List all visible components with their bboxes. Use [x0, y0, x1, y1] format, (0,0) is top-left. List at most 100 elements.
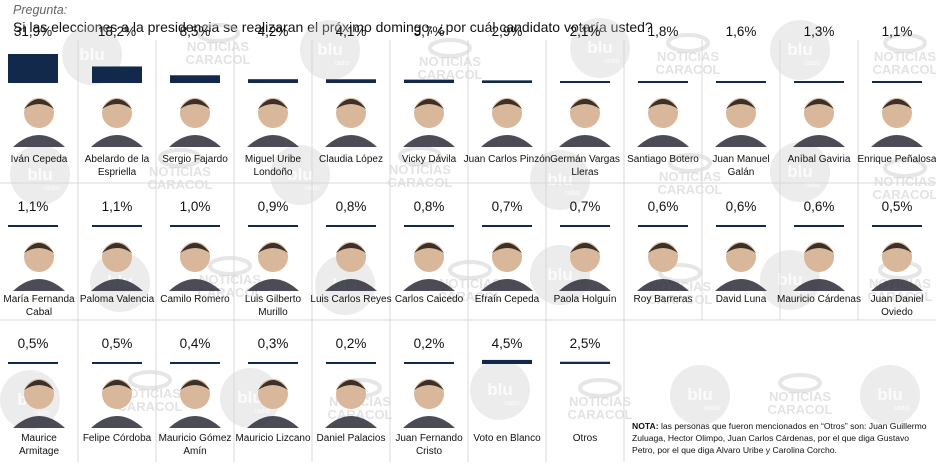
candidate-photo-hair	[414, 380, 444, 390]
blu-watermark-subtext: radio	[504, 400, 520, 407]
candidate-photo-hair	[414, 243, 444, 253]
tick-label: Paola Holguín	[554, 294, 617, 305]
candidate-photo-body	[169, 416, 221, 428]
tick-label: Maurice	[21, 433, 57, 444]
bar	[716, 225, 766, 227]
bar	[872, 81, 922, 83]
candidate-photo	[726, 242, 756, 272]
blu-radio-watermark	[770, 20, 830, 80]
bar	[872, 225, 922, 227]
data-label: 1,8%	[648, 24, 679, 39]
tick-label: Roy Barreras	[634, 294, 693, 305]
candidate-photo-body	[637, 135, 689, 147]
blu-watermark-text: blu	[487, 380, 513, 399]
data-label: 0,5%	[882, 199, 913, 214]
candidate-photo-body	[793, 135, 845, 147]
candidate-photo-body	[13, 135, 65, 147]
candidate-photo-hair	[102, 380, 132, 390]
caracol-watermark-text: CARACOL	[873, 62, 936, 77]
bar	[794, 81, 844, 83]
bar	[8, 225, 58, 227]
candidate-photo-body	[91, 416, 143, 428]
tick-label: Armitage	[19, 446, 59, 457]
caracol-watermark-icon	[128, 370, 172, 390]
tick-label: Mauricio Lizcano	[235, 433, 310, 444]
bar	[248, 79, 298, 83]
tick-label: Carlos Caicedo	[395, 294, 464, 305]
data-label: 0,4%	[180, 336, 211, 351]
candidate-photo-body	[403, 416, 455, 428]
candidate-photo	[726, 98, 756, 128]
candidate-photo-hair	[24, 99, 54, 109]
data-label: 1,1%	[102, 199, 133, 214]
caracol-watermark-text: CARACOL	[148, 177, 213, 192]
data-label: 2,5%	[570, 336, 601, 351]
candidate-photo	[804, 98, 834, 128]
candidate-photo	[258, 379, 288, 409]
caracol-watermark-icon	[778, 373, 822, 393]
caracol-watermark-text: CARACOL	[868, 289, 933, 304]
note-label: NOTA:	[632, 421, 659, 431]
bar	[404, 79, 454, 83]
candidate-photo	[180, 242, 210, 272]
caracol-watermark-text: NOTICIAS	[769, 389, 831, 404]
candidate-photo-body	[871, 279, 923, 291]
data-label: 31,9%	[14, 24, 52, 39]
candidate-photo	[336, 242, 366, 272]
data-label: 0,6%	[648, 199, 679, 214]
candidate-photo	[414, 379, 444, 409]
data-label: 2,1%	[570, 24, 601, 39]
candidate-photo	[570, 98, 600, 128]
candidate-photo-hair	[24, 380, 54, 390]
candidate-photo-body	[559, 135, 611, 147]
candidate-photo-hair	[258, 380, 288, 390]
candidate-photo-hair	[336, 380, 366, 390]
tick-label: Otros	[573, 433, 597, 444]
caracol-watermark-icon	[883, 33, 927, 53]
tick-label: Efraín Cepeda	[475, 294, 540, 305]
bar	[482, 359, 532, 364]
caracol-watermark-text: CARACOL	[118, 399, 183, 414]
blu-watermark-subtext: radio	[604, 58, 620, 65]
blu-watermark-text: blu	[27, 165, 53, 184]
candidate-photo-body	[559, 279, 611, 291]
blu-watermark-subtext: radio	[254, 408, 270, 415]
bar	[404, 225, 454, 227]
blu-watermark-subtext: radio	[44, 185, 60, 192]
caracol-watermark-icon	[666, 33, 710, 53]
candidate-photo-body	[13, 279, 65, 291]
bar	[170, 362, 220, 364]
candidate-photo-hair	[102, 243, 132, 253]
candidate-photo	[882, 242, 912, 272]
tick-label: Mauricio Cárdenas	[777, 294, 861, 305]
tick-label: Camilo Romero	[160, 294, 230, 305]
caracol-watermark-text: CARACOL	[658, 182, 723, 197]
candidate-photo	[804, 242, 834, 272]
caracol-watermark-text: CARACOL	[186, 52, 251, 67]
bar	[560, 225, 610, 227]
tick-label: Abelardo de la	[85, 154, 150, 165]
data-label: 0,7%	[492, 199, 523, 214]
blu-watermark-subtext: radio	[794, 290, 810, 297]
tick-label: Amín	[183, 446, 206, 457]
candidate-photo	[648, 98, 678, 128]
tick-label: Oviedo	[881, 307, 913, 318]
data-label: 1,1%	[882, 24, 913, 39]
blu-watermark-text: blu	[317, 40, 343, 59]
candidate-photo	[492, 242, 522, 272]
data-label: 1,3%	[804, 24, 835, 39]
bar	[482, 80, 532, 83]
caracol-watermark-text: CARACOL	[873, 187, 936, 202]
blu-watermark-subtext: radio	[704, 405, 720, 412]
blu-watermark-text: blu	[787, 40, 813, 59]
candidate-photo-body	[481, 135, 533, 147]
blu-radio-watermark	[270, 145, 330, 205]
tick-label: Paloma Valencia	[80, 294, 155, 305]
data-label: 8,5%	[180, 24, 211, 39]
candidate-photo	[492, 98, 522, 128]
blu-radio-watermark	[470, 360, 530, 420]
candidate-photo	[882, 98, 912, 128]
candidate-photo-hair	[258, 243, 288, 253]
tick-label: Londoño	[254, 167, 293, 178]
caracol-watermark-icon	[448, 260, 492, 280]
